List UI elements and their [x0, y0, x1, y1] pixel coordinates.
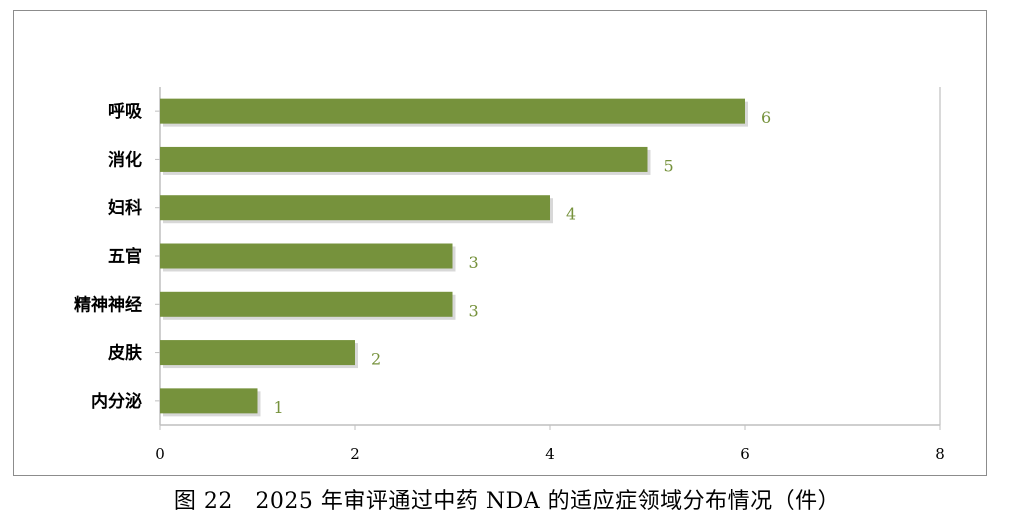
data-label: 3 [469, 253, 479, 272]
category-label: 消化 [108, 149, 142, 170]
figure-caption: 图 22 2025 年审评通过中药 NDA 的适应症领域分布情况（件） [173, 489, 841, 514]
category-label: 皮肤 [108, 343, 143, 364]
bar [160, 98, 745, 124]
bar [160, 243, 453, 269]
x-tick-label: 0 [155, 445, 165, 463]
category-label: 妇科 [107, 198, 142, 219]
bar-chart: 0 2 4 6 8 呼吸 6 消化 5 妇科 4 五官 3 精神神经 3 皮肤 2 内分泌 1 [74, 87, 945, 463]
bar [160, 340, 355, 366]
x-tick-label: 4 [545, 445, 555, 463]
category-label: 呼吸 [108, 102, 143, 122]
bar [160, 388, 258, 414]
bar [160, 146, 648, 172]
data-label: 5 [664, 156, 674, 175]
x-tick-label: 2 [350, 445, 360, 463]
data-label: 2 [371, 350, 381, 369]
data-label: 6 [761, 108, 771, 127]
category-label: 五官 [108, 246, 142, 267]
x-tick-label: 6 [740, 445, 750, 463]
x-tick-label: 8 [935, 445, 945, 463]
data-label: 3 [469, 301, 479, 320]
category-label: 内分泌 [91, 391, 142, 412]
bar [160, 291, 453, 317]
data-label: 1 [274, 398, 284, 417]
data-label: 4 [566, 205, 576, 224]
bar [160, 195, 550, 221]
category-label: 精神神经 [74, 294, 142, 315]
